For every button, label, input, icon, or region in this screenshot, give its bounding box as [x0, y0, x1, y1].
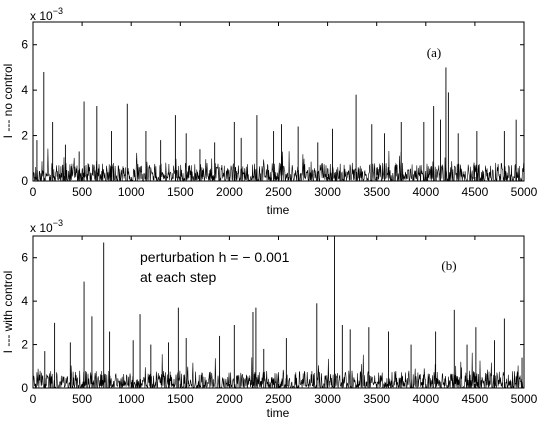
y-tick-label-b-2: 4 — [21, 294, 28, 308]
y-axis-label-a: I --- no control — [1, 64, 15, 139]
x-tick-label-a-8: 4000 — [412, 185, 439, 199]
y-tick-label-a-2: 4 — [21, 83, 28, 97]
panel-a: x 10−3 0 500 1000 1500 2000 2500 3000 3500 4000 4… — [1, 6, 538, 217]
y-multiplier-b: x 10−3 — [30, 218, 63, 235]
y-multiplier-a: x 10−3 — [30, 6, 63, 23]
x-tick-label-a-10: 5000 — [511, 185, 538, 199]
x-tick-label-b-1: 500 — [72, 392, 92, 406]
x-tick-label-a-6: 3000 — [314, 185, 341, 199]
x-tick-label-b-8: 4000 — [412, 392, 439, 406]
x-tick-label-b-6: 3000 — [314, 392, 341, 406]
x-tick-label-b-9: 4500 — [462, 392, 489, 406]
panel-label-a: (a) — [427, 45, 441, 60]
y-tick-label-b-3: 6 — [21, 251, 28, 265]
y-axis-label-b: I --- with control — [1, 271, 15, 354]
x-tick-label-b-10: 5000 — [511, 392, 538, 406]
y-tick-label-a-0: 0 — [21, 174, 28, 188]
y-tick-label-a-1: 2 — [21, 129, 28, 143]
plot-frame-a — [32, 21, 525, 182]
x-tick-label-a-9: 4500 — [462, 185, 489, 199]
y-tick-label-a-3: 6 — [21, 38, 28, 52]
x-tick-label-b-0: 0 — [30, 392, 37, 406]
x-tick-label-b-3: 1500 — [167, 392, 194, 406]
plot-frame-b — [32, 235, 525, 389]
y-tick-label-b-1: 2 — [21, 338, 28, 352]
panel-label-b: (b) — [441, 258, 456, 273]
annotation-line-2: at each step — [140, 269, 216, 285]
x-tick-label-b-5: 2500 — [265, 392, 292, 406]
x-tick-label-a-3: 1500 — [167, 185, 194, 199]
x-tick-label-a-4: 2000 — [216, 185, 243, 199]
y-tick-label-b-0: 0 — [21, 381, 28, 395]
x-tick-label-a-1: 500 — [72, 185, 92, 199]
series-trace-a — [32, 148, 525, 183]
x-tick-label-b-2: 1000 — [118, 392, 145, 406]
x-tick-label-a-2: 1000 — [118, 185, 145, 199]
x-tick-label-b-7: 3500 — [363, 392, 390, 406]
x-axis-label-a: time — [267, 203, 290, 217]
annotation-line-1: perturbation h = − 0.001 — [140, 249, 290, 265]
x-tick-label-a-7: 3500 — [363, 185, 390, 199]
x-tick-label-a-0: 0 — [30, 185, 37, 199]
series-trace-b — [32, 352, 525, 390]
x-tick-label-a-5: 2500 — [265, 185, 292, 199]
x-tick-label-b-4: 2000 — [216, 392, 243, 406]
x-axis-label-b: time — [267, 406, 290, 420]
panel-b: x 10−3 0 500 1000 1500 2000 2500 3000 3500 4000 4… — [1, 218, 538, 420]
